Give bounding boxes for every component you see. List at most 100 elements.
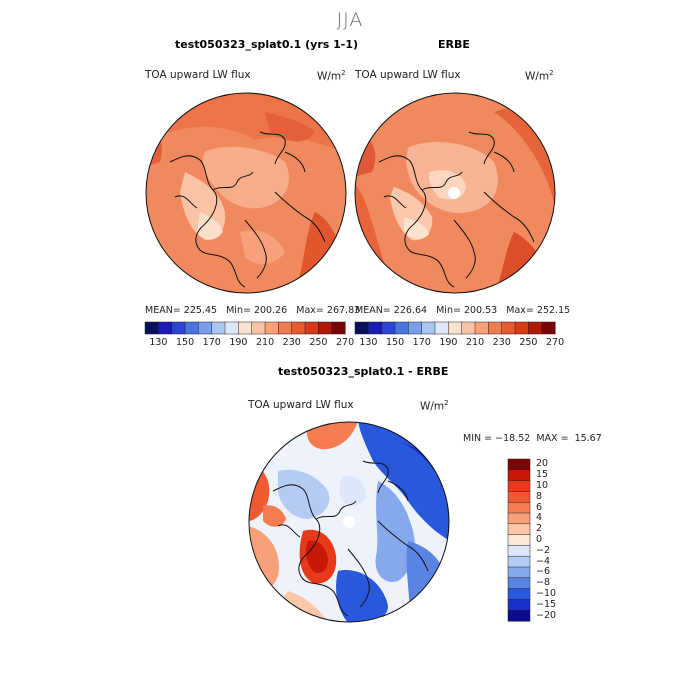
- diff-colorbar-tick-label: 0: [536, 534, 543, 545]
- right-colorbar-tick-label: 250: [519, 337, 538, 348]
- right-colorbar-ticks: 130 150 170 190 210 230 250 270: [355, 337, 564, 349]
- diff-map-field: [263, 505, 286, 527]
- diff-colorbar-swatch: [507, 577, 531, 590]
- right-colorbar: [354, 321, 556, 335]
- diff-colorbar-swatch: [507, 588, 531, 600]
- left-colorbar-swatch: [158, 321, 173, 335]
- diff-colorbar-swatch: [507, 469, 531, 482]
- left-colorbar-swatch: [318, 321, 333, 335]
- diff-colorbar-swatch: [507, 458, 531, 471]
- right-colorbar-swatch: [421, 321, 436, 335]
- right-colorbar-tick-label: 270: [546, 337, 565, 348]
- diff-map-field: [339, 475, 366, 507]
- diff-colorbar-swatch: [507, 545, 531, 557]
- left-map-field: [240, 230, 285, 264]
- diff-colorbar-swatch: [507, 609, 531, 622]
- right-colorbar-tick-label: 130: [359, 337, 378, 348]
- diff-colorbar-swatch: [507, 501, 531, 514]
- right-units-label: W/m2: [525, 69, 554, 83]
- left-colorbar-swatch: [144, 321, 159, 335]
- right-colorbar-tick-label: 210: [466, 337, 485, 348]
- right-colorbar-swatch: [448, 321, 463, 335]
- diff-colorbar-tick-label: −15: [536, 598, 557, 610]
- diff-panel-title: test050323_splat0.1 - ERBE: [278, 365, 449, 378]
- diff-map-field: [375, 481, 415, 582]
- left-colorbar-tick-label: 170: [202, 337, 221, 348]
- left-colorbar-swatch: [304, 321, 319, 335]
- diff-colorbar-swatch: [507, 491, 531, 503]
- left-colorbar-tick-label: 230: [282, 337, 301, 348]
- left-colorbar-swatch: [264, 321, 279, 335]
- right-colorbar-swatch: [541, 321, 556, 335]
- diff-colorbar: [507, 458, 531, 622]
- right-stats: MEAN= 226.64 Min= 200.53 Max= 252.15: [355, 305, 571, 316]
- right-colorbar-swatch: [514, 321, 529, 335]
- right-colorbar-tick-label: 150: [386, 337, 405, 348]
- diff-colorbar-tick-label: −8: [536, 577, 551, 589]
- right-colorbar-tick-label: 170: [412, 337, 431, 348]
- diff-colorbar-tick-label: −10: [536, 588, 557, 599]
- right-colorbar-swatch: [528, 321, 543, 335]
- right-colorbar-swatch: [381, 321, 396, 335]
- left-variable-label: TOA upward LW flux: [145, 69, 251, 81]
- diff-colorbar-tick-label: 20: [536, 458, 549, 470]
- left-map-field: [197, 212, 223, 240]
- left-colorbar-swatch: [184, 321, 199, 335]
- left-colorbar-tick-label: 130: [149, 337, 168, 348]
- diff-colorbar-tick-label: 15: [536, 469, 549, 481]
- diff-colorbar-tick-label: 4: [536, 512, 543, 524]
- left-colorbar-tick-label: 250: [309, 337, 328, 348]
- diff-map-pole-hole: [343, 516, 355, 528]
- diff-map-field: [278, 469, 330, 519]
- left-coastlines: [169, 131, 326, 288]
- right-map-pole-hole: [448, 187, 460, 199]
- diff-colorbar-swatch: [507, 566, 531, 579]
- diff-variable-label: TOA upward LW flux: [248, 399, 354, 411]
- right-colorbar-swatch: [461, 321, 476, 335]
- left-colorbar-tick-label: 150: [176, 337, 195, 348]
- right-map-field: [404, 217, 429, 240]
- diff-colorbar-swatch: [507, 512, 531, 525]
- left-colorbar-swatch: [211, 321, 226, 335]
- diff-colorbar-swatch: [507, 534, 531, 546]
- diff-colorbar-tick-label: −2: [536, 544, 551, 556]
- left-colorbar-swatch: [224, 321, 239, 335]
- right-colorbar-swatch: [368, 321, 383, 335]
- diff-stats: MIN = −18.52 MAX = 15.67: [463, 433, 602, 444]
- right-colorbar-swatch: [474, 321, 489, 335]
- diff-polar-map: [248, 421, 450, 623]
- left-colorbar-swatch: [171, 321, 186, 335]
- right-coastlines: [378, 131, 535, 288]
- diff-colorbar-tick-label: 6: [536, 501, 543, 513]
- right-colorbar-swatch: [488, 321, 503, 335]
- right-polar-map: [354, 92, 556, 294]
- diff-colorbar-tick-label: −4: [536, 555, 551, 567]
- left-colorbar-swatch: [251, 321, 266, 335]
- diff-colorbar-swatch: [507, 599, 531, 611]
- right-colorbar-swatch: [434, 321, 449, 335]
- left-colorbar-swatch: [331, 321, 346, 335]
- diff-colorbar-tick-label: 10: [536, 480, 549, 491]
- diff-map-field: [306, 422, 358, 450]
- diff-map-field: [336, 570, 388, 622]
- diff-colorbar-tick-label: 2: [536, 523, 543, 535]
- left-colorbar-tick-label: 270: [336, 337, 355, 348]
- left-colorbar-ticks: 130 150 170 190 210 230 250 270: [145, 337, 354, 349]
- diff-colorbar-tick-label: 8: [536, 490, 543, 502]
- left-units-label: W/m2: [317, 69, 346, 83]
- right-variable-label: TOA upward LW flux: [355, 69, 461, 81]
- left-colorbar: [144, 321, 346, 335]
- left-map-field: [146, 122, 162, 167]
- diff-units-label: W/m2: [420, 399, 449, 413]
- right-colorbar-swatch: [408, 321, 423, 335]
- left-colorbar-swatch: [238, 321, 253, 335]
- right-colorbar-swatch: [501, 321, 516, 335]
- left-polar-map: [145, 92, 347, 294]
- diff-colorbar-tick-label: −6: [536, 566, 551, 578]
- right-colorbar-tick-label: 230: [492, 337, 511, 348]
- left-map-field: [203, 146, 289, 209]
- right-colorbar-swatch: [394, 321, 409, 335]
- left-colorbar-tick-label: 210: [256, 337, 275, 348]
- left-colorbar-swatch: [278, 321, 293, 335]
- left-colorbar-swatch: [198, 321, 213, 335]
